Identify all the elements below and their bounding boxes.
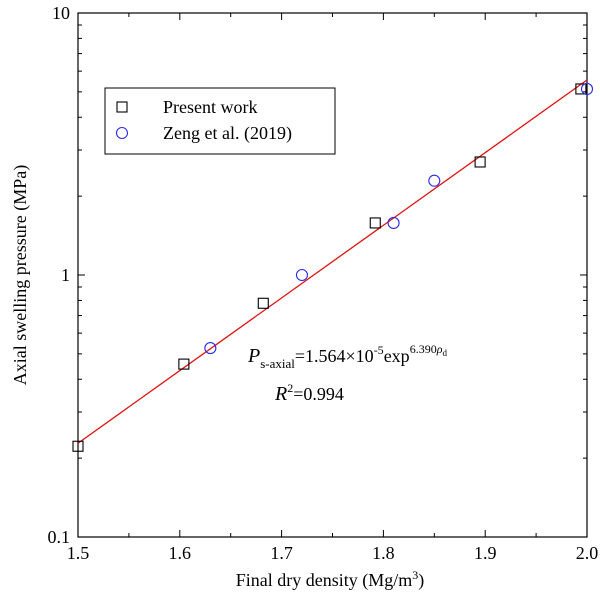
eq-p: P [247,345,260,367]
circle-marker [387,216,400,230]
circle-marker [580,82,594,95]
eq-rho-sub: d [442,348,447,358]
eq-p-sub: s-axial [260,356,295,371]
r2-sup: 2 [287,381,293,395]
x-tick-label: 1.9 [474,543,497,563]
y-tick-label: 0.1 [48,527,71,547]
x-label-sup: 3 [412,568,418,582]
fit-line [77,79,588,444]
circle-marker [115,126,129,140]
x-label-end: ) [418,570,424,591]
square-marker [116,101,128,113]
r2-r: R [274,383,287,405]
eq-rho: ρ [436,342,443,356]
legend-box [104,87,336,155]
y-tick-label: 1 [61,265,70,285]
square-marker [178,358,190,370]
circle-marker [204,342,217,355]
eq-coef: 6.390 [410,342,437,356]
circle-marker [295,268,309,282]
square-marker [474,156,486,168]
x-tick-label: 1.6 [169,543,192,563]
square-marker [369,217,381,229]
circle-marker [428,174,441,187]
legend-label: Present work [163,97,257,117]
y-tick-label: 10 [52,3,70,23]
y-axis-label: Axial swelling pressure (MPa) [10,165,31,385]
r-squared: R2=0.994 [274,381,344,405]
eq-mid: =1.564×10 [295,346,374,366]
r2-value: =0.994 [293,384,344,404]
eq-exp10: -5 [374,343,384,357]
legend-label: Zeng et al. (2019) [163,123,292,144]
x-tick-label: 2.0 [576,543,599,563]
x-label-text: Final dry density (Mg/m [236,570,413,591]
square-marker [257,297,269,309]
square-marker [72,440,84,452]
x-tick-label: 1.7 [270,543,293,563]
x-tick-label: 1.8 [372,543,395,563]
square-marker [575,83,587,95]
x-axis-label: Final dry density (Mg/m3) [236,568,425,591]
equation: Ps-axial=1.564×10-5exp6.390ρd [247,342,447,371]
x-tick-label: 1.5 [67,543,90,563]
eq-exp: exp [384,346,410,366]
